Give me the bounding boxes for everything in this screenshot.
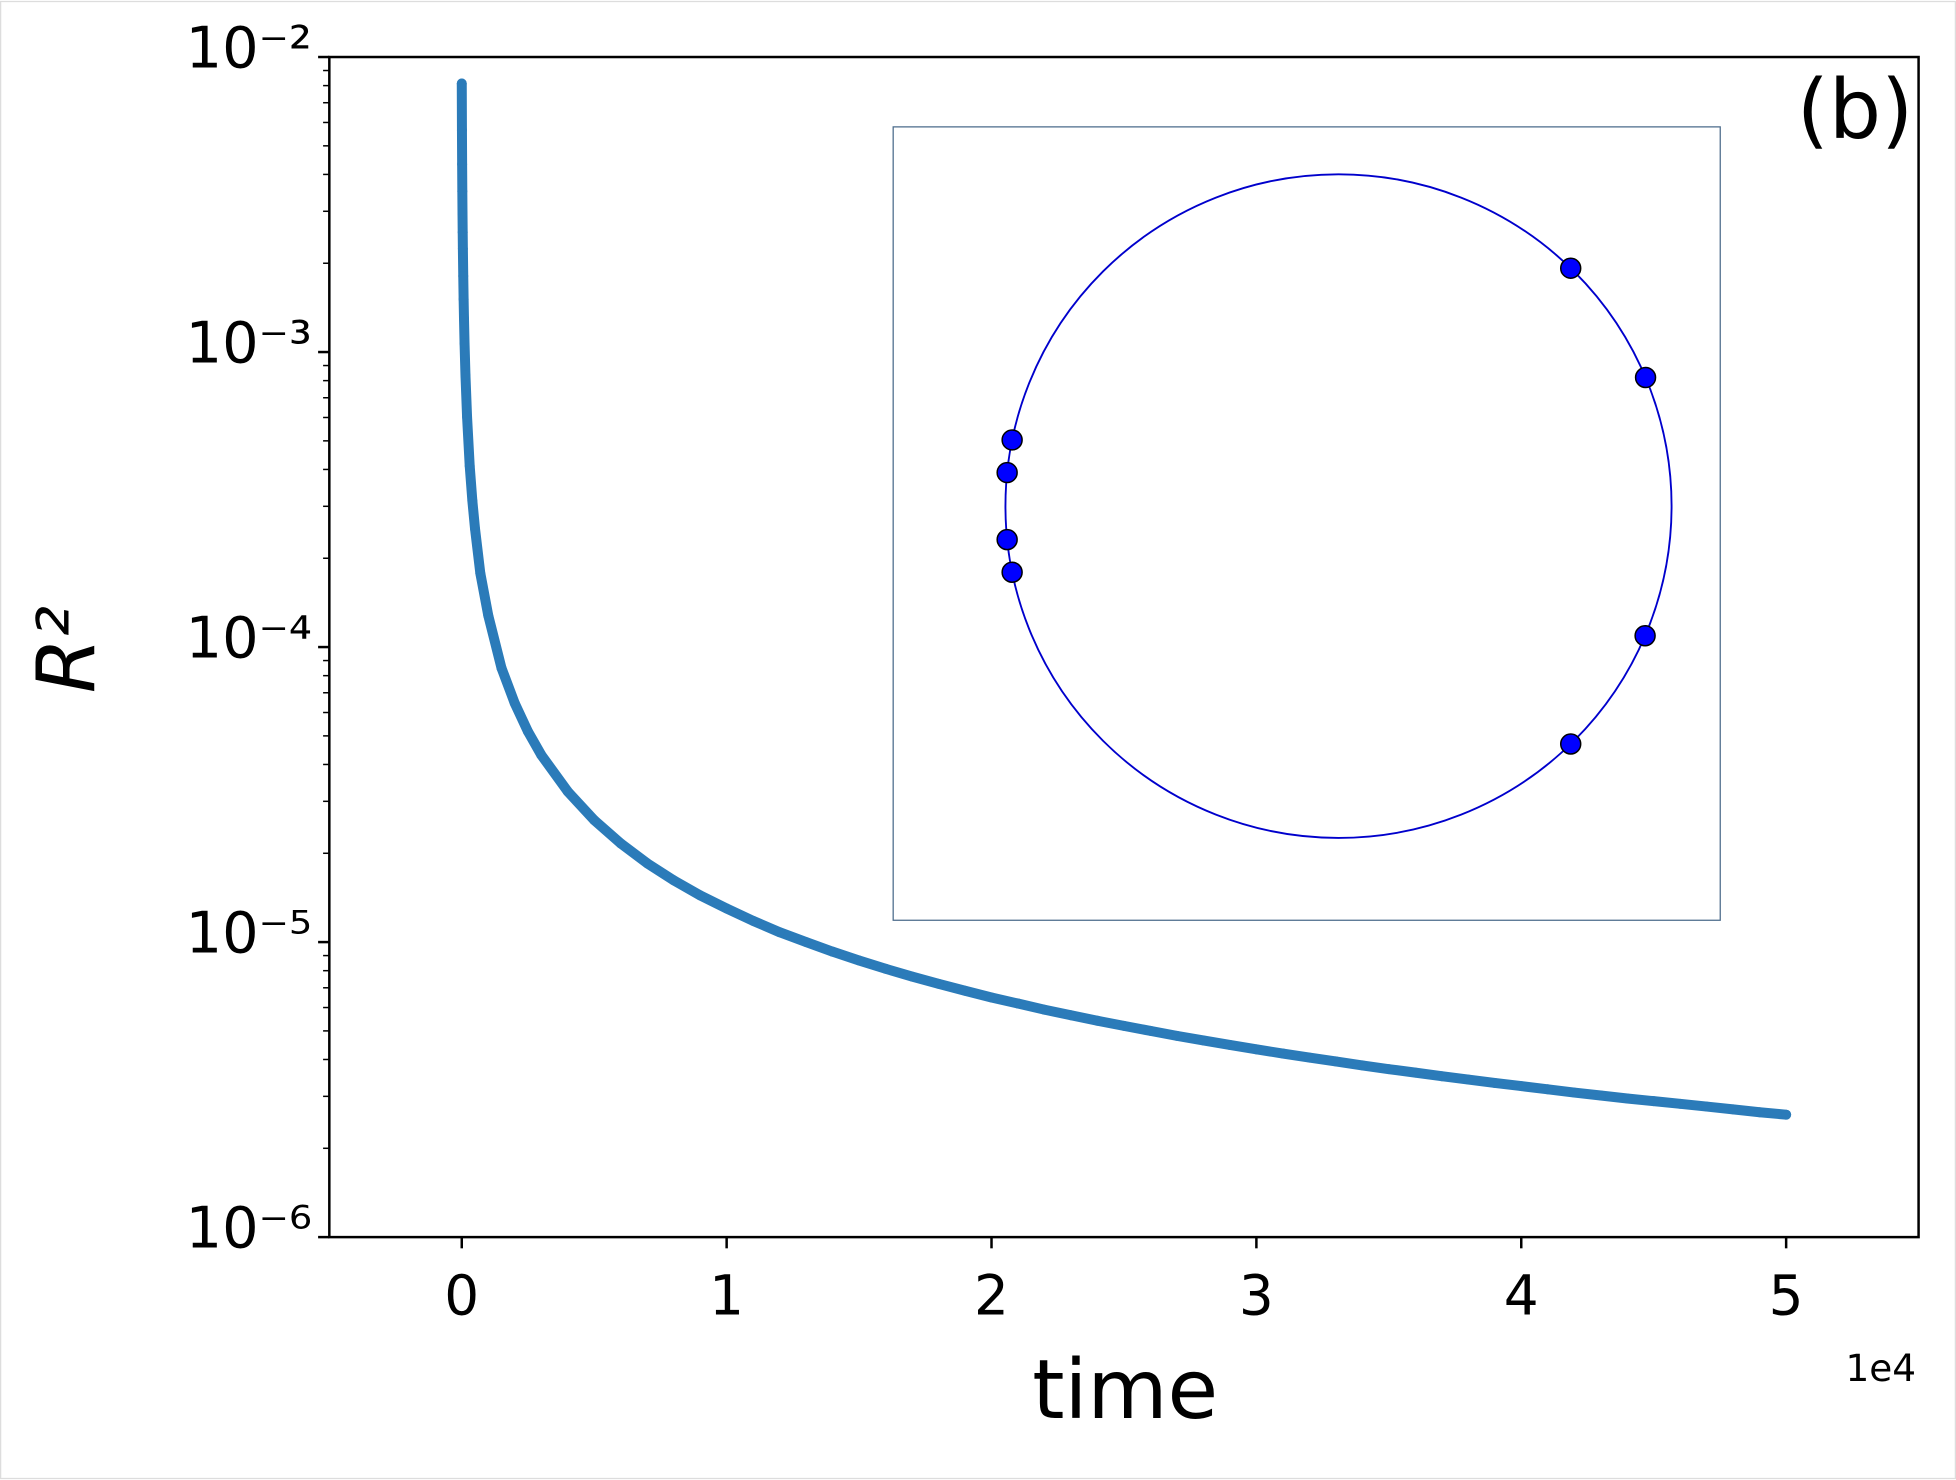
data-point bbox=[1198, 1035, 1209, 1046]
data-point bbox=[1118, 1020, 1129, 1031]
x-tick-label: 5 bbox=[1769, 1264, 1804, 1328]
data-point bbox=[960, 985, 971, 996]
data-point bbox=[1224, 1039, 1235, 1050]
data-point bbox=[457, 186, 468, 197]
data-point bbox=[854, 955, 865, 966]
data-point bbox=[642, 858, 653, 869]
data-point bbox=[933, 978, 944, 989]
y-tick-label: 10⁻² bbox=[186, 15, 312, 82]
data-point bbox=[457, 243, 468, 254]
data-point bbox=[1277, 1048, 1288, 1059]
data-point bbox=[1410, 1067, 1421, 1078]
data-point bbox=[457, 227, 468, 238]
inset-point bbox=[1001, 429, 1023, 451]
data-point bbox=[1251, 1044, 1262, 1055]
data-point bbox=[1489, 1077, 1500, 1088]
x-tick-label: 0 bbox=[444, 1264, 479, 1328]
x-tick-label: 4 bbox=[1504, 1264, 1539, 1328]
inset-point bbox=[1001, 561, 1023, 583]
data-point bbox=[1436, 1071, 1447, 1082]
data-point bbox=[801, 937, 812, 948]
data-point bbox=[589, 815, 600, 826]
x-tick-label: 2 bbox=[974, 1264, 1009, 1328]
data-point bbox=[464, 460, 475, 471]
data-point bbox=[774, 927, 785, 938]
data-point bbox=[1622, 1093, 1633, 1104]
inset-point bbox=[996, 461, 1018, 484]
data-point bbox=[1595, 1090, 1606, 1101]
data-point bbox=[1648, 1096, 1659, 1107]
data-point bbox=[827, 946, 838, 957]
data-point bbox=[1516, 1081, 1527, 1092]
data-point bbox=[1569, 1087, 1580, 1098]
data-point bbox=[457, 159, 468, 170]
data-point bbox=[1357, 1060, 1368, 1071]
inset-point bbox=[1634, 625, 1656, 647]
data-point bbox=[1145, 1025, 1156, 1036]
data-point bbox=[509, 698, 520, 709]
data-point bbox=[880, 963, 891, 974]
data-point bbox=[721, 903, 732, 914]
data-point bbox=[483, 610, 494, 621]
data-point bbox=[456, 78, 467, 89]
data-point bbox=[522, 726, 533, 737]
data-point bbox=[668, 875, 679, 886]
y-tick-label: 10⁻⁵ bbox=[186, 900, 312, 967]
y-axis-label: R² bbox=[20, 606, 113, 693]
data-point bbox=[1065, 1010, 1076, 1021]
data-point bbox=[459, 338, 470, 349]
data-point bbox=[748, 915, 759, 926]
data-point bbox=[907, 971, 918, 982]
data-point bbox=[1542, 1084, 1553, 1095]
inset-point bbox=[1634, 366, 1657, 389]
data-point bbox=[615, 838, 626, 849]
data-point bbox=[562, 786, 573, 797]
data-point bbox=[695, 890, 706, 901]
inset-point bbox=[996, 528, 1018, 551]
y-tick-label: 10⁻³ bbox=[186, 310, 312, 377]
data-point bbox=[1171, 1030, 1182, 1041]
data-point bbox=[496, 663, 507, 674]
data-point bbox=[1383, 1064, 1394, 1075]
x-tick-label: 1 bbox=[709, 1264, 744, 1328]
inset-point bbox=[1559, 733, 1582, 755]
data-point bbox=[1675, 1098, 1686, 1109]
y-tick-label: 10⁻⁴ bbox=[186, 605, 312, 672]
inset-point bbox=[1559, 257, 1582, 279]
inset-frame bbox=[892, 126, 1721, 921]
data-point bbox=[1781, 1109, 1792, 1120]
data-point bbox=[986, 992, 997, 1003]
data-point bbox=[1701, 1101, 1712, 1112]
panel-annotation: (b) bbox=[1797, 63, 1914, 158]
x-axis-label: time bbox=[1032, 1343, 1218, 1438]
x-tick-label: 3 bbox=[1239, 1264, 1274, 1328]
data-point bbox=[456, 125, 467, 136]
data-point bbox=[1092, 1015, 1103, 1026]
data-point bbox=[467, 495, 478, 506]
data-point bbox=[1304, 1052, 1315, 1063]
data-point bbox=[457, 208, 468, 219]
data-point bbox=[458, 271, 469, 282]
data-point bbox=[1039, 1004, 1050, 1015]
data-point bbox=[470, 523, 480, 534]
data-point bbox=[462, 411, 473, 422]
data-point bbox=[460, 370, 471, 381]
data-point bbox=[1330, 1056, 1341, 1067]
data-point bbox=[536, 749, 547, 760]
data-point bbox=[458, 313, 469, 324]
inset-circle bbox=[1004, 173, 1673, 839]
data-point bbox=[1463, 1074, 1474, 1085]
data-point bbox=[1728, 1104, 1739, 1115]
data-point bbox=[475, 568, 486, 579]
x-offset-label: 1e4 bbox=[1845, 1346, 1916, 1390]
axes-frame bbox=[328, 55, 1920, 1239]
data-point bbox=[458, 294, 469, 305]
data-point bbox=[1754, 1107, 1765, 1118]
data-point bbox=[1013, 998, 1023, 1009]
y-tick-label: 10⁻⁶ bbox=[186, 1195, 312, 1262]
